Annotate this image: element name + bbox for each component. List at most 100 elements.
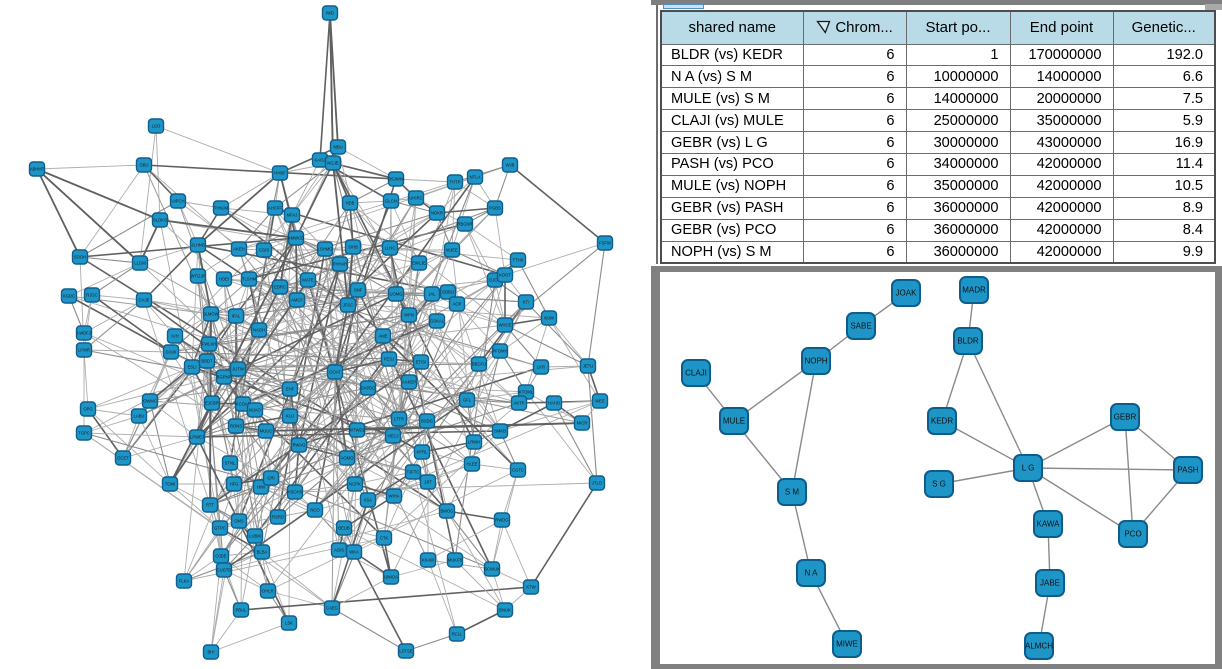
svg-text:OJDE: OJDE: [215, 554, 226, 559]
svg-text:GSKAL: GSKAL: [430, 319, 445, 324]
svg-text:KTI: KTI: [523, 300, 530, 305]
svg-text:LKR: LKR: [537, 365, 545, 370]
svg-text:BNUK: BNUK: [499, 608, 511, 613]
svg-text:BSDG: BSDG: [421, 419, 433, 424]
svg-text:SLDKS: SLDKS: [153, 218, 167, 223]
svg-text:UOMG: UOMG: [389, 292, 402, 297]
svg-text:UIPCH: UIPCH: [171, 199, 184, 204]
svg-text:KAOJ: KAOJ: [315, 158, 326, 163]
svg-text:TJFTC: TJFTC: [407, 470, 420, 475]
svg-text:JFSC: JFSC: [343, 303, 353, 308]
svg-text:AME: AME: [378, 334, 387, 339]
svg-text:MUKFB: MUKFB: [448, 558, 463, 563]
svg-text:NAOH: NAOH: [253, 328, 265, 333]
svg-text:ETISI: ETISI: [416, 360, 426, 365]
svg-text:CTK: CTK: [380, 536, 389, 541]
svg-text:CAEG: CAEG: [326, 606, 338, 611]
svg-text:STNL: STNL: [225, 461, 236, 466]
svg-text:FESJ: FESJ: [384, 357, 394, 362]
svg-text:RTT: RTT: [206, 503, 215, 508]
svg-text:LLNC: LLNC: [385, 246, 396, 251]
svg-text:JTLO: JTLO: [592, 481, 603, 486]
svg-text:JLHNB: JLHNB: [191, 243, 204, 248]
svg-text:KTW: KTW: [526, 585, 535, 590]
svg-text:MADR: MADR: [962, 286, 986, 295]
svg-text:WPN: WPN: [404, 313, 414, 318]
svg-text:EHF: EHF: [286, 387, 295, 392]
svg-text:FLKA: FLKA: [179, 579, 190, 584]
svg-text:RWAG: RWAG: [293, 443, 306, 448]
svg-text:BBCFU: BBCFU: [472, 362, 486, 367]
svg-text:NOKR: NOKR: [431, 211, 443, 216]
svg-text:DJUK: DJUK: [166, 350, 177, 355]
svg-text:PHHAR: PHHAR: [333, 262, 348, 267]
svg-text:CGIS: CGIS: [259, 248, 269, 253]
svg-text:KCOAF: KCOAF: [236, 402, 251, 407]
svg-text:IUH: IUH: [171, 334, 178, 339]
svg-text:LPWEJ: LPWEJ: [190, 435, 204, 440]
svg-text:NGJE: NGJE: [327, 161, 338, 166]
svg-text:PFOMH: PFOMH: [492, 349, 507, 354]
svg-text:LFWR: LFWR: [78, 348, 90, 353]
svg-text:LGO: LGO: [152, 124, 162, 129]
svg-text:MBU: MBU: [333, 145, 342, 150]
svg-text:KKAW: KKAW: [422, 558, 434, 563]
svg-text:THTP: THTP: [450, 180, 461, 185]
svg-text:HECJ: HECJ: [388, 434, 399, 439]
svg-text:NOPH: NOPH: [804, 357, 827, 366]
svg-text:BBDT: BBDT: [201, 359, 213, 364]
svg-text:ALMCH: ALMCH: [1025, 642, 1053, 651]
svg-text:KEDR: KEDR: [931, 417, 953, 426]
svg-text:N A: N A: [805, 569, 819, 578]
svg-text:LSTSE: LSTSE: [399, 649, 412, 654]
svg-text:WJW: WJW: [544, 316, 554, 321]
svg-text:CHJE: CHJE: [139, 298, 150, 303]
svg-text:THNJM: THNJM: [214, 206, 229, 211]
svg-text:GLCN: GLCN: [385, 199, 397, 204]
svg-text:AMCF: AMCF: [291, 298, 303, 303]
svg-text:KTOML: KTOML: [519, 390, 534, 395]
svg-text:GBBIJ: GBBIJ: [442, 290, 454, 295]
svg-text:MIWE: MIWE: [836, 640, 858, 649]
svg-text:KOOT: KOOT: [499, 273, 511, 278]
svg-text:EJCBR: EJCBR: [205, 401, 219, 406]
svg-text:BEUB: BEUB: [338, 526, 350, 531]
svg-text:DHLR: DHLR: [262, 589, 273, 594]
svg-text:MULE: MULE: [723, 417, 745, 426]
svg-text:JABE: JABE: [1040, 579, 1060, 588]
svg-text:LSHMG: LSHMG: [318, 247, 333, 252]
svg-text:MATE: MATE: [302, 278, 314, 283]
svg-text:GRI: GRI: [267, 476, 274, 481]
svg-text:PASH: PASH: [1177, 466, 1198, 475]
svg-text:MJAO: MJAO: [249, 408, 261, 413]
svg-text:CLAJI: CLAJI: [685, 369, 707, 378]
svg-text:HLEE: HLEE: [467, 462, 478, 467]
svg-text:WTGJP: WTGJP: [191, 274, 206, 279]
svg-text:DJOD: DJOD: [489, 278, 500, 283]
svg-text:BHI: BHI: [208, 650, 215, 655]
svg-text:RSRD: RSRD: [272, 515, 284, 520]
svg-text:SIHB: SIHB: [348, 245, 358, 250]
svg-text:S M: S M: [785, 488, 800, 497]
svg-text:BLBA: BLBA: [257, 550, 268, 555]
svg-text:WIHA: WIHA: [389, 494, 400, 499]
svg-text:CUGTD: CUGTD: [217, 568, 232, 573]
svg-text:OWMC: OWMC: [143, 399, 157, 404]
svg-text:BCWUK: BCWUK: [484, 567, 500, 572]
svg-text:TLSHM: TLSHM: [242, 277, 257, 282]
svg-text:BMOG: BMOG: [441, 509, 454, 514]
svg-text:SMKB: SMKB: [494, 429, 506, 434]
svg-text:OMS: OMS: [234, 519, 244, 524]
svg-text:JJIT: JJIT: [424, 480, 432, 485]
svg-text:LLGM: LLGM: [134, 261, 146, 266]
svg-text:MFAJ: MFAJ: [287, 213, 298, 218]
svg-text:DAPDC: DAPDC: [361, 386, 376, 391]
svg-text:JUTW: JUTW: [232, 367, 244, 372]
svg-text:GOAT: GOAT: [329, 370, 341, 375]
svg-text:OCET: OCET: [117, 456, 129, 461]
svg-text:ABHMT: ABHMT: [30, 167, 45, 172]
svg-text:AAKEP: AAKEP: [402, 380, 416, 385]
svg-text:AHCFF: AHCFF: [268, 206, 282, 211]
svg-text:PCO: PCO: [1124, 530, 1141, 539]
svg-text:L G: L G: [1022, 464, 1035, 473]
